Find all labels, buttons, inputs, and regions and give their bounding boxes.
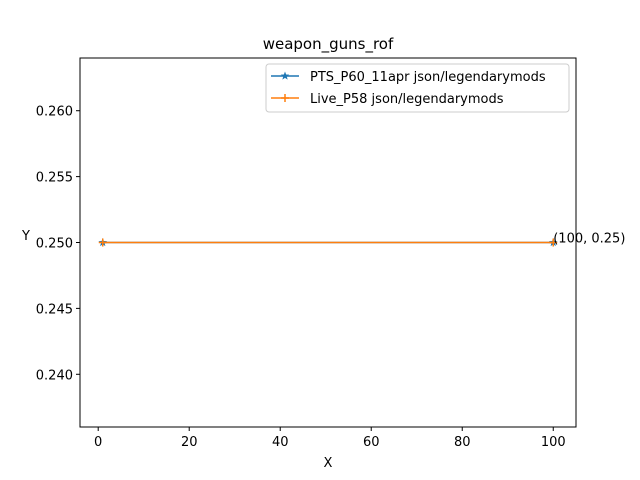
data-point-series-2 (549, 238, 558, 247)
y-axis-label: Y (21, 229, 30, 244)
plot-area-frame (79, 57, 577, 428)
legend-swatch-marker (281, 94, 289, 102)
annotation-layer: (100, 0.25) (553, 232, 625, 247)
x-tick-label: 100 (541, 435, 566, 450)
point-annotation: (100, 0.25) (553, 232, 625, 247)
y-tick-label: 0.255 (36, 171, 73, 186)
data-point-series-2 (98, 238, 107, 247)
legend: PTS_P60_11apr json/legendarymods Live_P58… (265, 63, 570, 113)
legend-entry: PTS_P60_11apr json/legendarymods (271, 70, 546, 85)
y-tick-label: 0.240 (36, 368, 73, 383)
legend-swatch-marker (280, 71, 290, 80)
y-tick-label: 0.245 (36, 302, 73, 317)
legend-box (265, 63, 570, 113)
y-axis-ticks: 0.240 0.245 0.250 0.255 0.260 (36, 105, 80, 383)
y-tick-label: 0.250 (36, 237, 73, 252)
x-tick-label: 0 (94, 435, 102, 450)
legend-label: Live_P58 json/legendarymods (310, 92, 504, 107)
legend-label: PTS_P60_11apr json/legendarymods (310, 70, 546, 85)
y-tick-label: 0.260 (36, 105, 73, 120)
legend-entry: Live_P58 json/legendarymods (271, 92, 504, 107)
x-axis-ticks: 0 20 40 60 80 100 (94, 427, 566, 450)
x-tick-label: 80 (454, 435, 471, 450)
x-axis-label: X (324, 456, 333, 471)
chart-title: weapon_guns_rof (263, 35, 394, 54)
x-tick-label: 60 (363, 435, 380, 450)
x-tick-label: 20 (181, 435, 198, 450)
x-tick-label: 40 (272, 435, 289, 450)
series-layer (98, 238, 558, 247)
